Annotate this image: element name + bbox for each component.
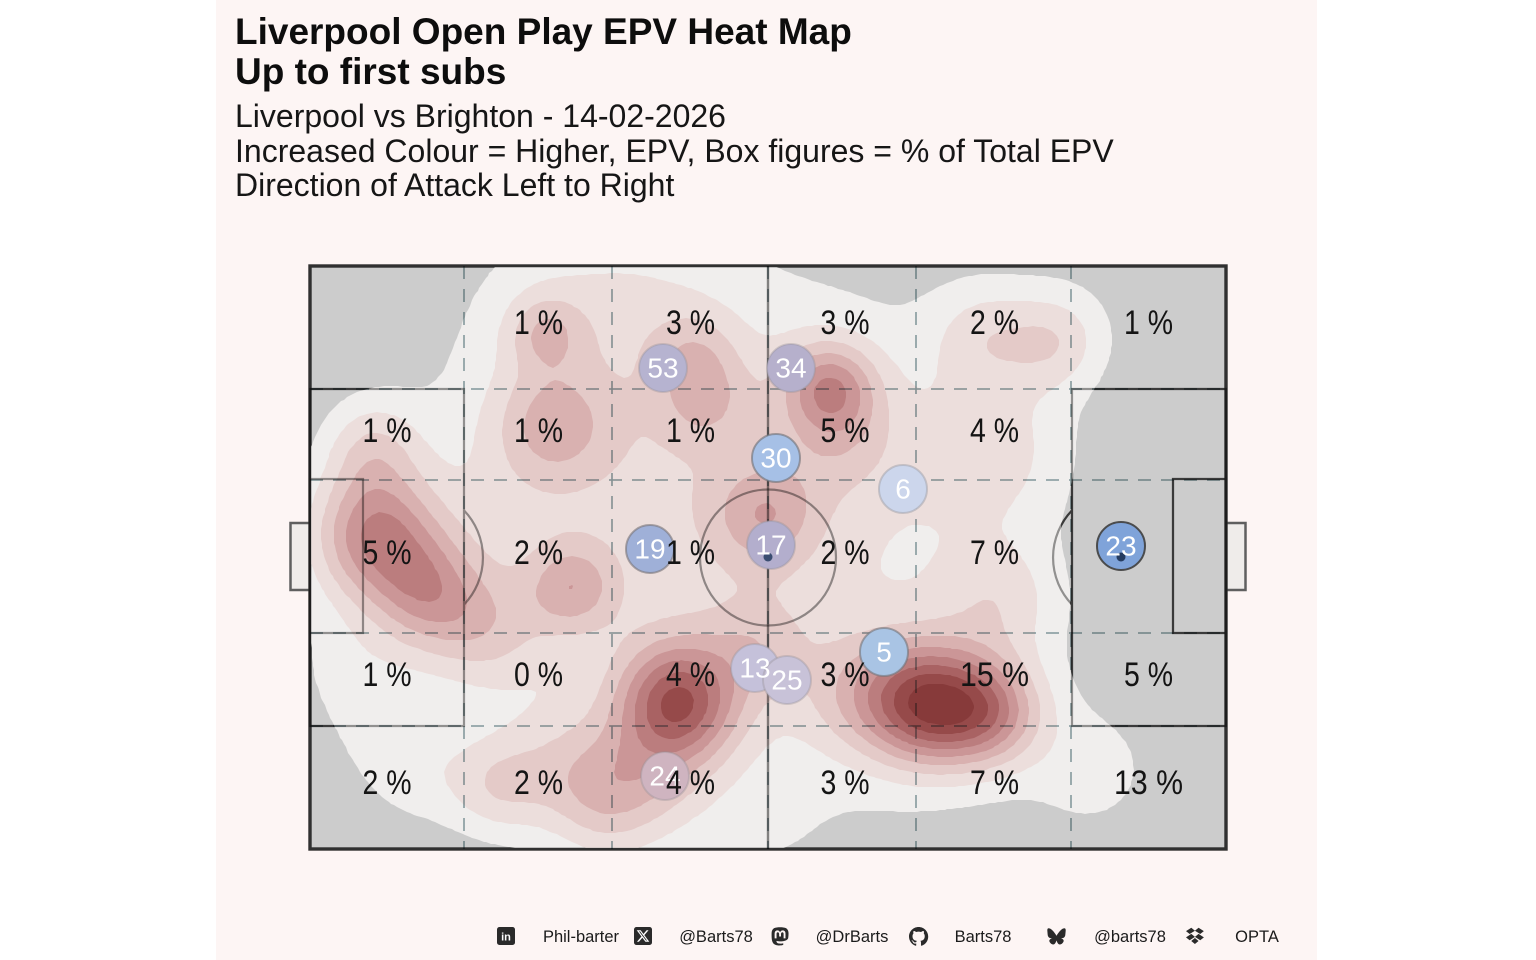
svg-text:3 %: 3 % <box>821 656 870 694</box>
svg-text:@barts78: @barts78 <box>1094 928 1166 946</box>
svg-text:1 %: 1 % <box>1124 304 1173 342</box>
svg-text:Phil-barter: Phil-barter <box>543 928 620 946</box>
svg-text:6: 6 <box>895 474 911 505</box>
svg-text:4 %: 4 % <box>970 412 1019 450</box>
svg-text:5 %: 5 % <box>1124 656 1173 694</box>
svg-text:34: 34 <box>775 353 806 384</box>
svg-text:@DrBarts: @DrBarts <box>816 928 889 946</box>
svg-text:2 %: 2 % <box>970 304 1019 342</box>
svg-text:1 %: 1 % <box>666 412 715 450</box>
svg-text:5 %: 5 % <box>363 534 412 572</box>
svg-text:25: 25 <box>771 665 802 696</box>
svg-text:7 %: 7 % <box>970 534 1019 572</box>
svg-text:1 %: 1 % <box>514 412 563 450</box>
svg-text:24: 24 <box>649 761 680 792</box>
svg-text:Barts78: Barts78 <box>955 928 1012 946</box>
svg-text:3 %: 3 % <box>821 764 870 802</box>
svg-text:2 %: 2 % <box>363 764 412 802</box>
svg-text:@Barts78: @Barts78 <box>679 928 753 946</box>
svg-text:3 %: 3 % <box>666 304 715 342</box>
svg-text:5 %: 5 % <box>821 412 870 450</box>
svg-text:3 %: 3 % <box>821 304 870 342</box>
svg-text:2 %: 2 % <box>821 534 870 572</box>
svg-text:1 %: 1 % <box>514 304 563 342</box>
svg-text:1 %: 1 % <box>666 534 715 572</box>
svg-text:OPTA: OPTA <box>1235 928 1279 946</box>
svg-text:13 %: 13 % <box>1114 764 1183 802</box>
svg-text:5: 5 <box>876 637 892 668</box>
svg-text:2 %: 2 % <box>514 764 563 802</box>
svg-text:in: in <box>501 932 511 944</box>
svg-text:23: 23 <box>1105 531 1136 562</box>
svg-text:1 %: 1 % <box>363 412 412 450</box>
svg-text:19: 19 <box>634 534 665 565</box>
svg-text:53: 53 <box>647 353 678 384</box>
svg-text:15 %: 15 % <box>960 656 1029 694</box>
svg-text:7 %: 7 % <box>970 764 1019 802</box>
svg-text:1 %: 1 % <box>363 656 412 694</box>
svg-text:13: 13 <box>739 653 770 684</box>
svg-text:4 %: 4 % <box>666 656 715 694</box>
svg-text:4 %: 4 % <box>666 764 715 802</box>
svg-text:30: 30 <box>760 443 791 474</box>
svg-text:2 %: 2 % <box>514 534 563 572</box>
svg-text:0 %: 0 % <box>514 656 563 694</box>
svg-text:17: 17 <box>755 530 786 561</box>
